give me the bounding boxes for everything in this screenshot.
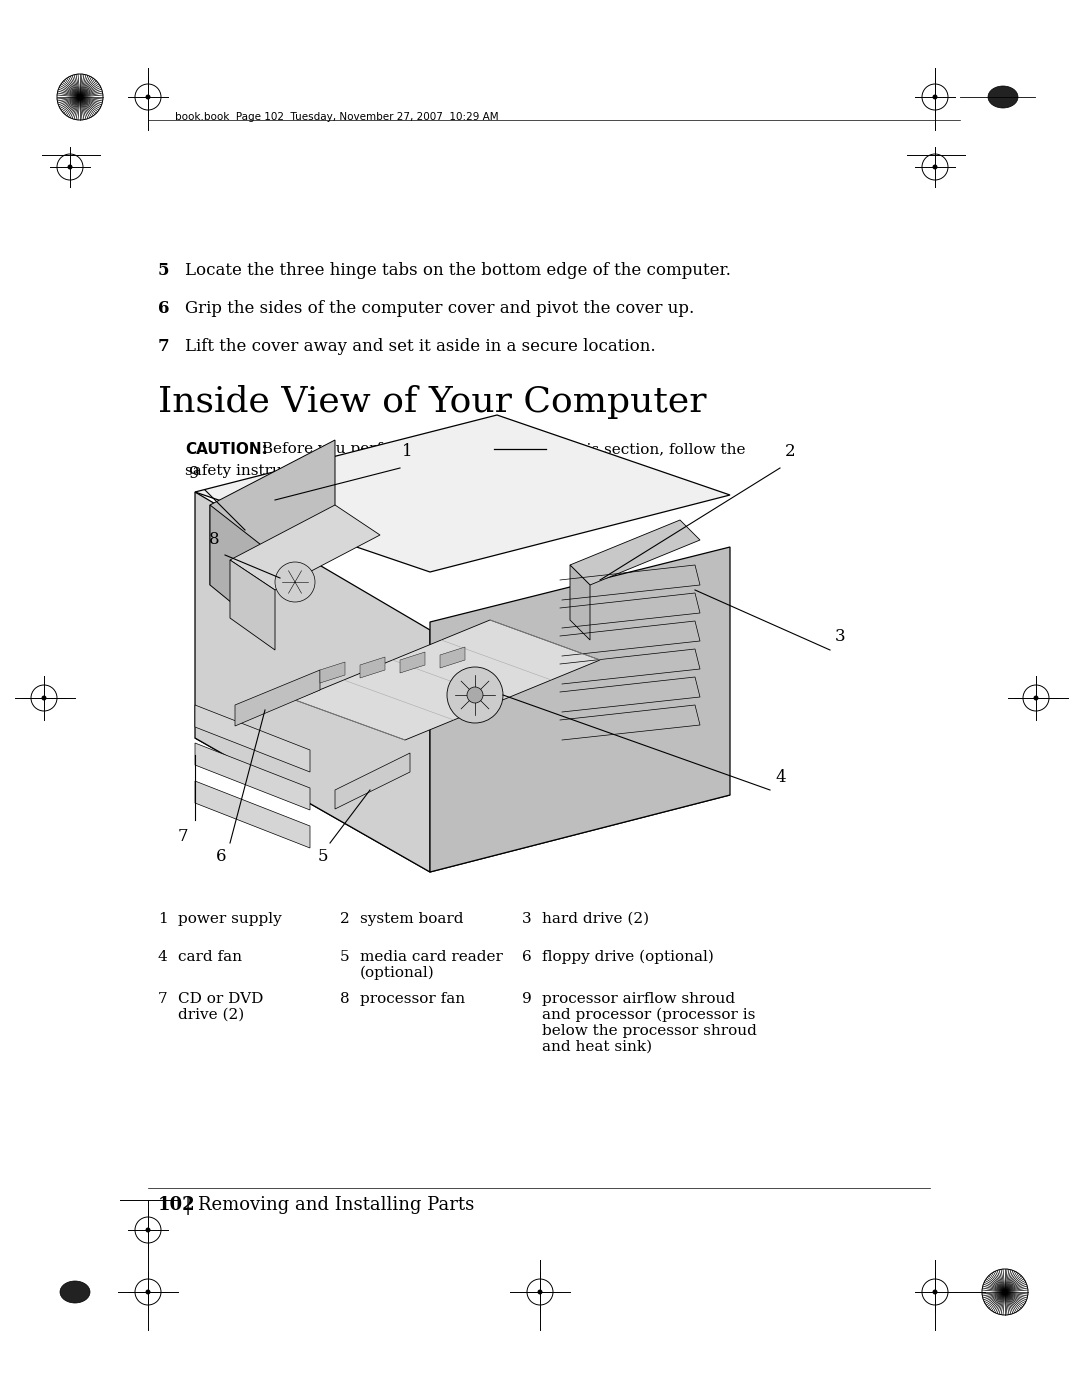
Polygon shape — [230, 560, 275, 650]
Text: 7: 7 — [177, 828, 188, 845]
Text: 9: 9 — [522, 992, 531, 1006]
Text: 8: 8 — [340, 992, 350, 1006]
Text: 6: 6 — [158, 300, 170, 317]
Ellipse shape — [60, 1281, 90, 1303]
Text: 4: 4 — [775, 768, 785, 787]
Text: 6: 6 — [522, 950, 531, 964]
Polygon shape — [400, 652, 426, 673]
Polygon shape — [195, 492, 430, 872]
Text: power supply: power supply — [178, 912, 282, 926]
Text: and processor (processor is: and processor (processor is — [542, 1009, 755, 1023]
Text: 5: 5 — [340, 950, 350, 964]
Text: 6: 6 — [216, 848, 226, 865]
Text: 102: 102 — [158, 1196, 195, 1214]
Circle shape — [275, 562, 315, 602]
Text: floppy drive (optional): floppy drive (optional) — [542, 950, 714, 964]
Text: CD or DVD: CD or DVD — [178, 992, 264, 1006]
Circle shape — [932, 95, 937, 99]
Text: hard drive (2): hard drive (2) — [542, 912, 649, 926]
Text: 9: 9 — [189, 465, 200, 482]
Circle shape — [538, 1289, 542, 1295]
Text: in this section, follow the: in this section, follow the — [546, 441, 745, 455]
Polygon shape — [195, 781, 310, 848]
Text: media card reader: media card reader — [360, 950, 503, 964]
Polygon shape — [320, 662, 345, 683]
Polygon shape — [195, 705, 310, 773]
Circle shape — [146, 1228, 150, 1232]
Polygon shape — [360, 657, 384, 678]
Text: Grip the sides of the computer cover and pivot the cover up.: Grip the sides of the computer cover and… — [185, 300, 694, 317]
Text: Inside View of Your Computer: Inside View of Your Computer — [158, 386, 706, 419]
Circle shape — [146, 95, 150, 99]
Text: Product Information Guide: Product Information Guide — [360, 464, 597, 478]
Text: 1: 1 — [402, 443, 413, 460]
Text: 3: 3 — [522, 912, 531, 926]
Text: |: | — [185, 1196, 191, 1215]
Text: 4: 4 — [158, 950, 167, 964]
Text: CAUTION:: CAUTION: — [185, 441, 268, 457]
Text: 1: 1 — [158, 912, 167, 926]
Text: Before you perform any of the pro: Before you perform any of the pro — [257, 441, 526, 455]
Circle shape — [146, 1289, 150, 1295]
Text: 8: 8 — [210, 531, 220, 548]
Polygon shape — [430, 548, 730, 872]
Text: book.book  Page 102  Tuesday, November 27, 2007  10:29 AM: book.book Page 102 Tuesday, November 27,… — [175, 112, 499, 122]
Polygon shape — [230, 504, 380, 590]
Polygon shape — [210, 504, 265, 630]
Circle shape — [41, 696, 46, 700]
Text: safety instructions in the: safety instructions in the — [185, 464, 378, 478]
Polygon shape — [195, 659, 730, 872]
Polygon shape — [210, 440, 335, 585]
Polygon shape — [295, 620, 600, 740]
Text: (optional): (optional) — [360, 965, 435, 981]
Text: 2: 2 — [340, 912, 350, 926]
Circle shape — [67, 165, 72, 169]
Text: system board: system board — [360, 912, 463, 926]
Polygon shape — [195, 415, 730, 571]
Polygon shape — [570, 520, 700, 585]
Polygon shape — [195, 743, 310, 810]
Text: drive (2): drive (2) — [178, 1009, 244, 1023]
Text: processor airflow shroud: processor airflow shroud — [542, 992, 735, 1006]
Circle shape — [467, 687, 483, 703]
Text: below the processor shroud: below the processor shroud — [542, 1024, 757, 1038]
Polygon shape — [570, 564, 590, 640]
Text: 2: 2 — [785, 443, 796, 460]
Text: card fan: card fan — [178, 950, 242, 964]
Polygon shape — [440, 647, 465, 668]
Polygon shape — [335, 753, 410, 809]
Text: cedures: cedures — [494, 441, 555, 455]
Text: Removing and Installing Parts: Removing and Installing Parts — [198, 1196, 474, 1214]
Text: 5: 5 — [158, 263, 170, 279]
Polygon shape — [235, 671, 320, 726]
Circle shape — [447, 666, 503, 724]
Circle shape — [1034, 696, 1039, 700]
Text: 7: 7 — [158, 338, 170, 355]
Text: Lift the cover away and set it aside in a secure location.: Lift the cover away and set it aside in … — [185, 338, 656, 355]
Text: processor fan: processor fan — [360, 992, 465, 1006]
Circle shape — [932, 1289, 937, 1295]
Text: and heat sink): and heat sink) — [542, 1039, 652, 1053]
Ellipse shape — [988, 87, 1018, 108]
Text: 3: 3 — [835, 629, 846, 645]
Text: Locate the three hinge tabs on the bottom edge of the computer.: Locate the three hinge tabs on the botto… — [185, 263, 731, 279]
Text: 7: 7 — [158, 992, 167, 1006]
Circle shape — [932, 165, 937, 169]
Text: 5: 5 — [318, 848, 328, 865]
